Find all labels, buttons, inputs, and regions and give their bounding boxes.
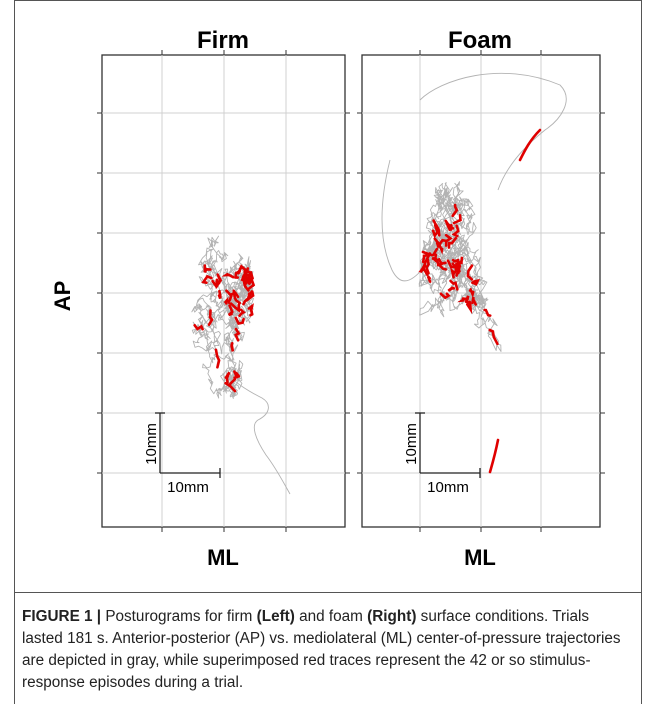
- episode-trace: [246, 271, 254, 282]
- episode-trace: [419, 252, 432, 273]
- episode-trace: [228, 376, 237, 386]
- episode-trace: [471, 278, 480, 286]
- panel-firm-xlabel: ML: [207, 545, 239, 570]
- episode-trace: [227, 299, 231, 305]
- episode-trace: [228, 291, 240, 302]
- episode-trace: [434, 257, 444, 266]
- figure-canvas: Firm 10mm 10mm ML AP Foam 10mm 10: [50, 27, 605, 570]
- episode-trace: [488, 438, 500, 474]
- panel-foam: Foam 10mm 10mm ML: [357, 27, 605, 570]
- episode-trace: [457, 297, 469, 303]
- panel-firm-ticks: [97, 50, 350, 532]
- caption-text-3: surface conditions. Trials lasted 181 s.…: [22, 608, 621, 691]
- figure-caption: FIGURE 1 | Posturograms for firm (Left) …: [22, 606, 634, 694]
- episode-trace: [211, 276, 223, 289]
- episode-trace: [229, 302, 241, 313]
- episode-trace: [224, 381, 237, 393]
- episode-trace: [223, 296, 229, 305]
- episode-trace: [447, 286, 456, 292]
- episode-trace: [447, 236, 458, 249]
- episode-trace: [233, 370, 241, 379]
- episode-trace: [217, 289, 222, 300]
- episode-trace: [243, 268, 248, 280]
- episode-trace: [227, 304, 234, 317]
- episode-trace: [242, 275, 250, 292]
- episode-trace: [247, 276, 254, 286]
- episode-trace: [431, 224, 439, 239]
- panel-firm-scale-bar: 10mm 10mm: [143, 412, 221, 496]
- panel-firm-ylabel: AP: [50, 281, 75, 312]
- episode-trace: [518, 128, 542, 162]
- caption-divider: [14, 592, 642, 593]
- panel-foam-ticks: [357, 50, 605, 532]
- episode-trace: [203, 264, 212, 273]
- panel-firm-grid: [102, 55, 345, 527]
- episode-trace: [451, 258, 460, 265]
- trajectory-tail: [227, 374, 291, 495]
- trajectory-path: [191, 235, 255, 399]
- panel-foam-episodes-red: [418, 128, 542, 474]
- panel-foam-title: Foam: [448, 27, 512, 54]
- scale-bar-y-label: 10mm: [403, 423, 420, 465]
- scale-bar-x-label: 10mm: [167, 479, 209, 496]
- episode-trace: [471, 296, 477, 306]
- panel-firm-episodes-red: [193, 264, 256, 393]
- panel-foam-xlabel: ML: [464, 545, 496, 570]
- panel-firm-title: Firm: [197, 27, 249, 54]
- panel-firm-trajectory-gray: [191, 235, 291, 495]
- episode-trace: [456, 260, 461, 275]
- episode-trace: [464, 295, 471, 305]
- episode-trace: [201, 274, 213, 284]
- episode-trace: [234, 327, 241, 342]
- episode-trace: [466, 264, 474, 281]
- episode-trace: [483, 308, 492, 317]
- episode-trace: [488, 328, 499, 346]
- trajectory-excursion: [381, 159, 431, 282]
- episode-trace: [439, 292, 451, 300]
- scale-bar-y-label: 10mm: [143, 423, 160, 465]
- episode-trace: [432, 219, 441, 237]
- episode-trace: [234, 316, 245, 325]
- episode-trace: [454, 262, 459, 271]
- episode-trace: [444, 233, 453, 247]
- episode-trace: [468, 287, 475, 299]
- episode-trace: [214, 348, 221, 369]
- caption-text-2: and foam: [294, 608, 368, 625]
- episode-trace: [452, 214, 462, 225]
- panel-firm: Firm 10mm 10mm ML AP: [50, 27, 350, 570]
- caption-text-1: Posturograms for firm: [101, 608, 257, 625]
- episode-trace: [247, 303, 255, 316]
- episode-trace: [421, 247, 439, 257]
- episode-trace: [451, 203, 459, 218]
- episode-trace: [449, 279, 459, 291]
- caption-right: (Right): [367, 608, 417, 625]
- caption-left: (Left): [256, 608, 295, 625]
- trajectory-excursion: [419, 72, 567, 191]
- episode-trace: [451, 224, 460, 238]
- episode-trace: [246, 290, 255, 303]
- panel-foam-scale-bar: 10mm 10mm: [403, 412, 481, 496]
- episode-trace: [224, 371, 231, 384]
- episode-trace: [445, 221, 453, 232]
- episode-trace: [230, 342, 235, 352]
- episode-trace: [214, 278, 219, 288]
- panel-foam-trajectory-gray: [381, 72, 567, 352]
- episode-trace: [421, 254, 428, 264]
- episode-trace: [193, 324, 204, 331]
- episode-trace: [238, 308, 246, 317]
- caption-label: FIGURE 1 |: [22, 608, 102, 625]
- episode-trace: [221, 273, 235, 279]
- scale-bar-x-label: 10mm: [427, 479, 469, 496]
- episode-trace: [207, 309, 214, 326]
- episode-trace: [435, 238, 448, 250]
- episode-trace: [433, 237, 444, 255]
- figure-frame: [14, 0, 642, 704]
- episode-trace: [426, 275, 432, 283]
- episode-trace: [425, 258, 430, 275]
